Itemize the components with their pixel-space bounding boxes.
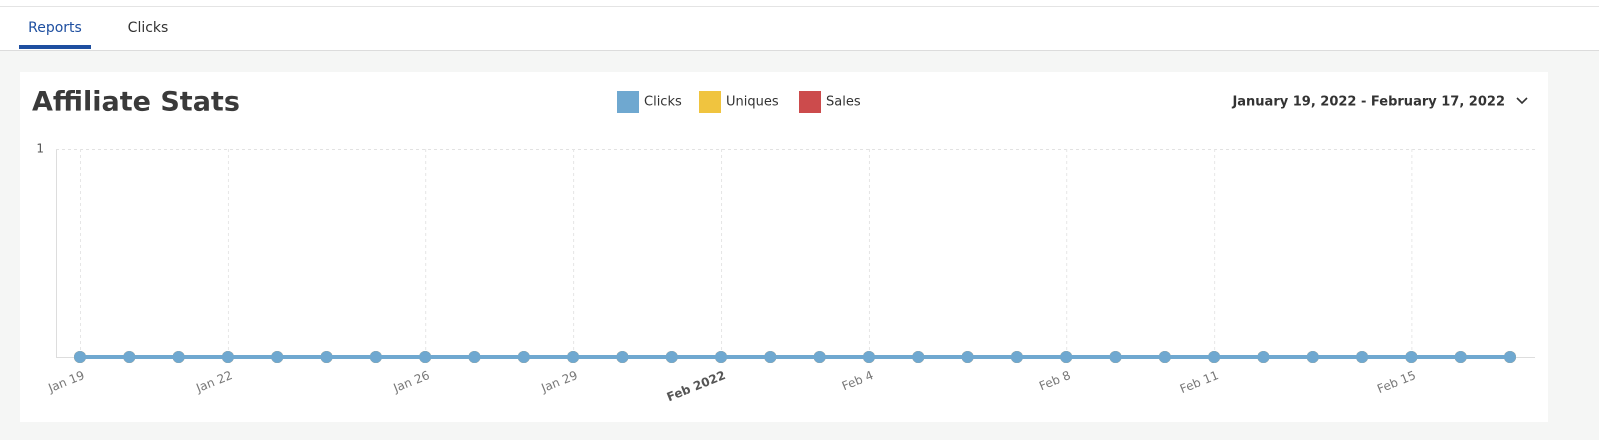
- y-tick-label: 1: [36, 142, 44, 156]
- data-point: [1405, 351, 1418, 363]
- data-point: [1010, 351, 1023, 363]
- data-point: [764, 351, 777, 363]
- data-point: [1356, 351, 1369, 363]
- data-point: [912, 351, 925, 363]
- data-point: [1109, 351, 1122, 363]
- chart-title: Affiliate Stats: [32, 87, 240, 118]
- data-point: [1306, 351, 1319, 363]
- legend-label: Clicks: [644, 95, 682, 110]
- data-point: [1060, 351, 1073, 363]
- legend-swatch: [799, 91, 821, 113]
- data-point: [221, 351, 234, 363]
- date-range[interactable]: January 19, 2022 - February 17, 2022: [1231, 95, 1505, 110]
- data-point: [74, 351, 86, 363]
- tab-bar: [0, 0, 1599, 50]
- legend-swatch: [699, 91, 721, 113]
- legend-swatch: [617, 91, 639, 113]
- data-point: [419, 351, 432, 363]
- tab[interactable]: Reports: [28, 20, 82, 36]
- data-point: [862, 351, 875, 363]
- active-tab-indicator: [19, 45, 91, 49]
- data-point: [715, 351, 728, 363]
- data-point: [1257, 351, 1270, 363]
- data-point: [665, 351, 678, 363]
- dropdown-chevron[interactable]: [1516, 97, 1528, 105]
- data-point: [172, 351, 185, 363]
- card: [20, 72, 1548, 422]
- legend-label: Sales: [826, 95, 861, 110]
- data-point: [567, 351, 580, 363]
- legend-label: Uniques: [726, 95, 779, 110]
- data-point: [517, 351, 530, 363]
- data-point: [320, 351, 333, 363]
- data-point: [271, 351, 284, 363]
- data-point: [369, 351, 382, 363]
- data-point: [468, 351, 481, 363]
- data-point: [123, 351, 136, 363]
- data-point: [961, 351, 974, 363]
- data-point: [1504, 351, 1516, 363]
- data-point: [616, 351, 629, 363]
- data-point: [813, 351, 826, 363]
- tab[interactable]: Clicks: [128, 20, 169, 36]
- data-point: [1454, 351, 1467, 363]
- data-point: [1158, 351, 1171, 363]
- data-point: [1208, 351, 1221, 363]
